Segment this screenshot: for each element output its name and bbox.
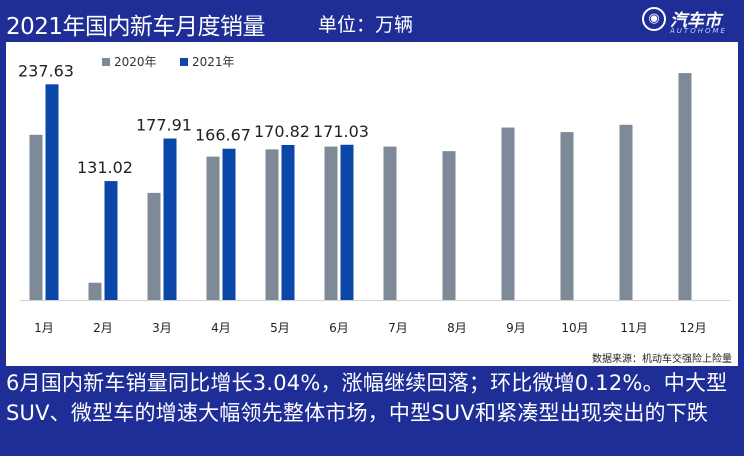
data-label: 237.63 xyxy=(18,61,74,80)
data-label: 171.03 xyxy=(313,122,369,141)
x-tick-label: 11月 xyxy=(620,321,647,335)
brand-logo: ◉ 汽车市 AUTOHOME xyxy=(640,5,740,39)
x-tick-label: 9月 xyxy=(506,321,526,335)
chart-title: 2021年国内新车月度销量 xyxy=(6,14,266,40)
qiche-logo-icon: ◉ xyxy=(642,7,666,31)
bar-2021 xyxy=(163,138,177,300)
x-tick-label: 4月 xyxy=(211,321,231,335)
bar-2020 xyxy=(619,124,633,300)
logo-subtext: AUTOHOME xyxy=(670,27,727,35)
x-tick-label: 8月 xyxy=(447,321,467,335)
bar-2020 xyxy=(501,127,515,301)
source-note: 数据来源：机动车交强险上险量 xyxy=(592,354,732,365)
bar-chart: 2020年 2021年 237.63 1月 131.02 2月 177.91 3月 166.67… xyxy=(18,55,730,335)
legend-swatch xyxy=(102,58,110,66)
caption-text: 6月国内新车销量同比增长3.04%，涨幅继续回落；环比微增0.12%。中大型SU… xyxy=(6,371,728,425)
x-tick-label: 3月 xyxy=(152,321,172,335)
bar-2021 xyxy=(222,148,236,300)
bar-2020 xyxy=(265,149,279,300)
bar-2020 xyxy=(324,146,338,300)
bar-2021 xyxy=(104,181,118,300)
x-tick-label: 1月 xyxy=(34,321,54,335)
x-tick-label: 10月 xyxy=(561,321,588,335)
x-tick-label: 7月 xyxy=(388,321,408,335)
bar-2020 xyxy=(88,282,102,300)
bar-2020 xyxy=(147,192,161,300)
unit-label: 单位：万辆 xyxy=(318,14,414,36)
bar-2021 xyxy=(45,84,59,300)
bar-2020 xyxy=(206,156,220,300)
bar-2020 xyxy=(560,132,574,300)
x-tick-label: 6月 xyxy=(329,321,349,335)
x-tick-label: 2月 xyxy=(93,321,113,335)
legend-label: 2021年 xyxy=(192,55,235,69)
x-tick-label: 12月 xyxy=(679,321,706,335)
data-label: 131.02 xyxy=(77,158,133,177)
bar-2020 xyxy=(29,134,43,300)
bar-2020 xyxy=(678,73,692,300)
data-label: 177.91 xyxy=(136,116,192,135)
legend-swatch xyxy=(180,58,188,66)
logo-text: 汽车市 xyxy=(670,11,721,31)
bar-2021 xyxy=(340,144,354,300)
chart-panel: 2020年 2021年 237.63 1月 131.02 2月 177.91 3月 166.67… xyxy=(6,42,738,366)
header: 2021年国内新车月度销量 单位：万辆 ◉ 汽车市 AUTOHOME xyxy=(0,0,744,42)
data-label: 166.67 xyxy=(195,126,251,145)
bar-2020 xyxy=(442,151,456,300)
legend-label: 2020年 xyxy=(114,55,157,69)
bar-2020 xyxy=(383,146,397,300)
x-tick-label: 5月 xyxy=(270,321,290,335)
bar-2021 xyxy=(281,144,295,300)
data-label: 170.82 xyxy=(254,122,310,141)
